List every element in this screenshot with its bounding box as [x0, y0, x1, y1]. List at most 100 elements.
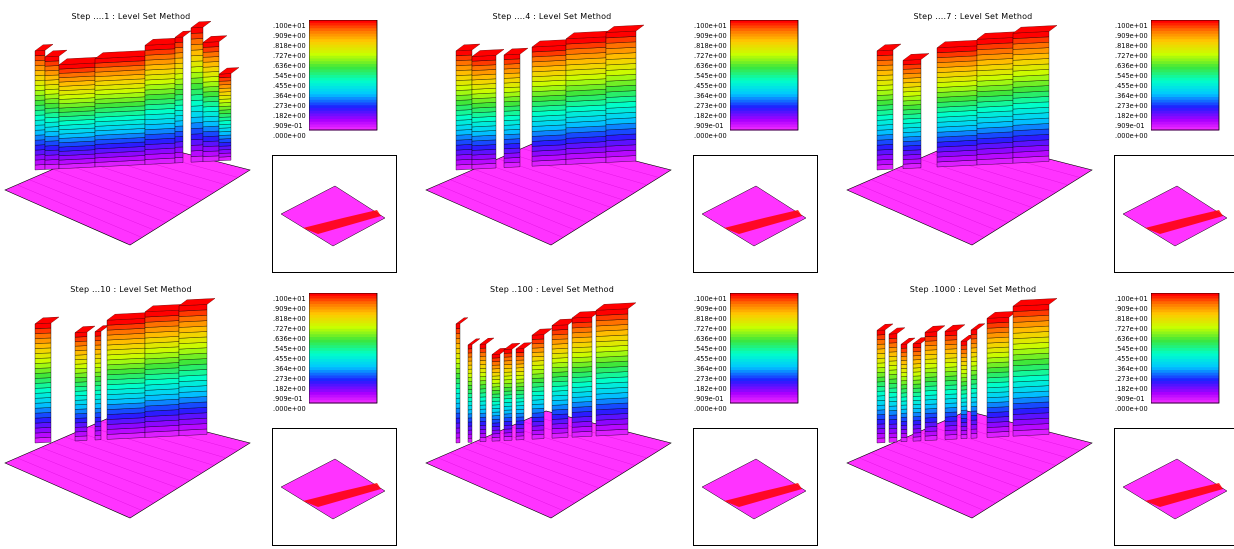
surface-band [34, 432, 52, 439]
colorbar-band [730, 339, 798, 344]
colorbar-band [730, 28, 798, 32]
surface-band [924, 408, 938, 414]
colorbar-band [1151, 55, 1219, 60]
surface-band [900, 433, 908, 438]
colorbar-band [730, 39, 798, 43]
surface-band [970, 401, 978, 407]
chart-title: Step .1000 : Level Set Method [909, 285, 1037, 294]
colorbar-band [730, 386, 798, 390]
colorbar-band [1151, 397, 1219, 401]
colorbar-band [1151, 31, 1219, 35]
colorbar-band [730, 394, 798, 399]
surface-band [944, 380, 958, 386]
colorbar-band [730, 359, 798, 363]
surface-band [944, 434, 958, 440]
colorbar-band [309, 348, 377, 352]
colorbar-tick-label: .100e+01 [1115, 22, 1148, 30]
surface-band [970, 383, 978, 389]
floor-mesh-line [906, 163, 1033, 208]
colorbar-band [1151, 400, 1219, 404]
surface-band [74, 426, 88, 433]
surface-band [876, 400, 886, 406]
surface-band [94, 398, 102, 405]
surface-band [912, 355, 922, 361]
surface-band [455, 139, 473, 146]
colorbar-band [309, 31, 377, 35]
colorbar-band [309, 337, 377, 341]
surface-band [531, 425, 545, 431]
surface-plot [846, 25, 1093, 246]
colorbar-band [730, 116, 798, 120]
surface-band [190, 60, 204, 68]
surface-band [503, 379, 513, 384]
surface-band [944, 393, 958, 400]
surface-band [467, 352, 473, 358]
colorbar-band [309, 364, 377, 368]
colorbar-band [1151, 378, 1219, 382]
surface-top [503, 342, 521, 350]
surface-wall [888, 327, 906, 443]
chart-panel: Step .1000 : Level Set Method .100e+01 .90… [842, 273, 1234, 546]
surface-band [912, 432, 922, 438]
colorbar-band [309, 386, 377, 390]
surface-band [960, 418, 968, 423]
surface-band [531, 347, 545, 353]
chart-title: Step ....4 : Level Set Method [492, 12, 612, 21]
surface-band [174, 62, 184, 69]
colorbar-gradient [309, 20, 378, 131]
surface-band [960, 426, 968, 431]
surface-band [190, 43, 204, 51]
surface-band [174, 120, 184, 127]
surface-band [467, 377, 473, 382]
colorbar-band [730, 58, 798, 62]
surface-top [34, 44, 54, 52]
floor-mesh-line [52, 442, 179, 489]
surface-band [912, 408, 922, 413]
surface-band [912, 428, 922, 434]
surface-band [491, 422, 501, 427]
colorbar-tick-label: .364e+00 [273, 365, 306, 373]
colorbar-band [309, 295, 377, 300]
surface-band [876, 99, 894, 106]
surface-band [94, 367, 102, 373]
top-view-inset [693, 155, 818, 273]
surface-band [174, 151, 184, 158]
surface-band [467, 397, 473, 402]
surface-band [876, 409, 886, 416]
surface-band [503, 417, 513, 422]
chart-title: Step ....7 : Level Set Method [913, 12, 1033, 21]
colorbar-band [730, 20, 798, 24]
surface-band [876, 114, 894, 121]
colorbar-tick-label: .273e+00 [694, 102, 727, 110]
surface-band [455, 437, 461, 444]
surface-band [515, 367, 525, 372]
colorbar-band [1151, 72, 1219, 76]
surface-band [34, 129, 46, 136]
surface-band [503, 428, 513, 434]
surface-band [888, 401, 898, 407]
surface-wall [912, 337, 930, 442]
surface-band [74, 363, 88, 369]
surface-band [190, 49, 204, 57]
colorbar-band [309, 22, 377, 27]
surface-band [202, 81, 220, 88]
surface-band [467, 405, 473, 411]
surface-band [944, 362, 958, 368]
surface-band [888, 374, 898, 380]
surface-band [515, 378, 525, 384]
floor-mesh-line [509, 426, 636, 466]
colorbar-tick-label: .455e+00 [1115, 82, 1148, 90]
surface-band [876, 94, 894, 101]
colorbar-tick-label: .909e-01 [694, 395, 724, 403]
colorbar-tick-label: .727e+00 [273, 325, 306, 333]
colorbar-band [730, 323, 798, 327]
surface-band [44, 98, 60, 104]
colorbar-tick-label: .545e+00 [273, 72, 306, 80]
surface-band [74, 386, 88, 392]
surface-band [467, 356, 473, 362]
surface-band [479, 360, 487, 365]
top-view-front [724, 210, 802, 234]
colorbar-band [730, 86, 798, 90]
colorbar-tick-label: .364e+00 [273, 92, 306, 100]
colorbar-frame [730, 20, 799, 131]
